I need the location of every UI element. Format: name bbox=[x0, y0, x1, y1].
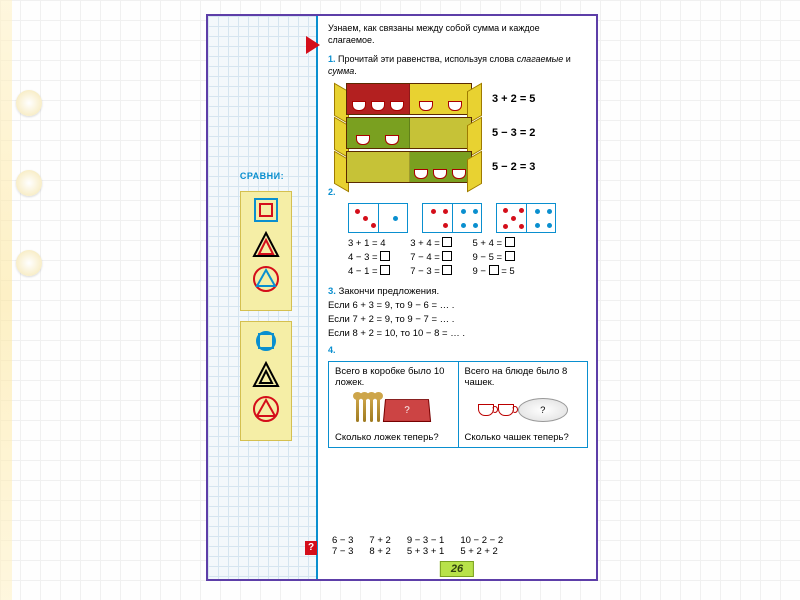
bead-deco bbox=[16, 90, 42, 116]
decorative-stripe bbox=[0, 0, 12, 600]
shape-tri-tri-2 bbox=[249, 360, 283, 390]
task1-figure: 3 + 2 = 55 − 3 = 25 − 2 = 3 bbox=[334, 83, 588, 183]
shape-circ-tri-2 bbox=[249, 394, 283, 424]
main-content: Узнаем, как связаны между собой сумма и … bbox=[318, 16, 596, 579]
plate-icon: ? bbox=[518, 398, 568, 422]
shape-tri-tri bbox=[249, 230, 283, 260]
task-number: 1. bbox=[328, 54, 336, 64]
task2-equations: 3 + 1 = 44 − 3 = 4 − 1 = 3 + 4 = 7 − 4 =… bbox=[348, 237, 588, 280]
section-arrow-icon bbox=[306, 36, 320, 54]
task4-right: Всего на блюде было 8 чашек. ? Сколько ч… bbox=[459, 362, 588, 447]
page-number: 26 bbox=[440, 561, 474, 577]
sidebar: СРАВНИ: bbox=[208, 16, 318, 579]
shape-circ-tri bbox=[249, 264, 283, 294]
box-icon: ? bbox=[383, 399, 431, 422]
hint-marker-icon: ? bbox=[305, 541, 317, 555]
shape-sq-sq bbox=[249, 196, 283, 226]
bead-deco bbox=[16, 170, 42, 196]
task4-table: Всего в коробке было 10 ложек. ? Сколько… bbox=[328, 361, 588, 448]
compare-card-1 bbox=[240, 191, 292, 311]
compare-card-2 bbox=[240, 321, 292, 441]
cups-figure: ? bbox=[465, 391, 582, 429]
sidebar-heading: СРАВНИ: bbox=[208, 171, 316, 181]
task2: 2. bbox=[328, 187, 588, 197]
shape-sq-circ bbox=[249, 326, 283, 356]
task4-header: 4. bbox=[328, 345, 588, 355]
task-number: 3. bbox=[328, 286, 336, 297]
task-number: 2. bbox=[328, 187, 336, 197]
bottom-expressions: 6 − 37 − 37 + 28 + 29 − 3 − 15 + 3 + 110… bbox=[332, 535, 588, 557]
task1: 1. Прочитай эти равенства, используя сло… bbox=[328, 53, 588, 77]
task4-left: Всего в коробке было 10 ложек. ? Сколько… bbox=[329, 362, 459, 447]
bead-deco bbox=[16, 250, 42, 276]
task3: 3. Закончи предложения. Если 6 + 3 = 9, … bbox=[328, 285, 588, 340]
dominoes bbox=[348, 203, 588, 233]
intro-text: Узнаем, как связаны между собой сумма и … bbox=[328, 22, 588, 46]
task-number: 4. bbox=[328, 345, 336, 355]
spoons-figure: ? bbox=[335, 391, 452, 429]
textbook-page: СРАВНИ: bbox=[206, 14, 598, 581]
